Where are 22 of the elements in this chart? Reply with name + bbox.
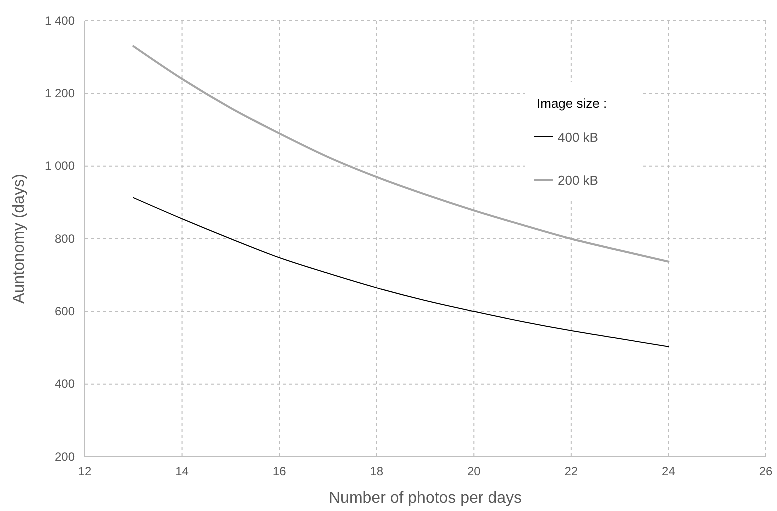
y-tick-label: 1 000: [44, 159, 76, 174]
x-tick-label: 12: [78, 464, 92, 479]
y-tick-label: 200: [54, 450, 76, 464]
x-tick-label: 24: [662, 464, 676, 479]
x-tick-label: 18: [370, 464, 384, 479]
y-tick-label: 600: [54, 304, 76, 319]
y-axis-title: Auntonomy (days): [11, 174, 28, 304]
line-series: [132, 45, 670, 263]
y-tick-label: 1 400: [44, 14, 76, 28]
line-series: [133, 197, 670, 348]
y-tick-label: 800: [54, 232, 76, 246]
x-tick-label: 20: [467, 464, 482, 479]
x-tick-label: 16: [272, 464, 287, 479]
legend-label: 200 kB: [558, 173, 598, 188]
y-tick-label: 1 200: [44, 86, 76, 101]
legend-label: 400 kB: [558, 130, 598, 145]
x-axis-title: Number of photos per days: [329, 490, 522, 507]
x-tick-label: 22: [564, 464, 578, 479]
x-tick-label: 14: [176, 464, 190, 479]
legend-title: Image size :: [537, 96, 608, 111]
x-tick-label: 26: [759, 464, 773, 479]
y-tick-label: 400: [54, 377, 76, 392]
